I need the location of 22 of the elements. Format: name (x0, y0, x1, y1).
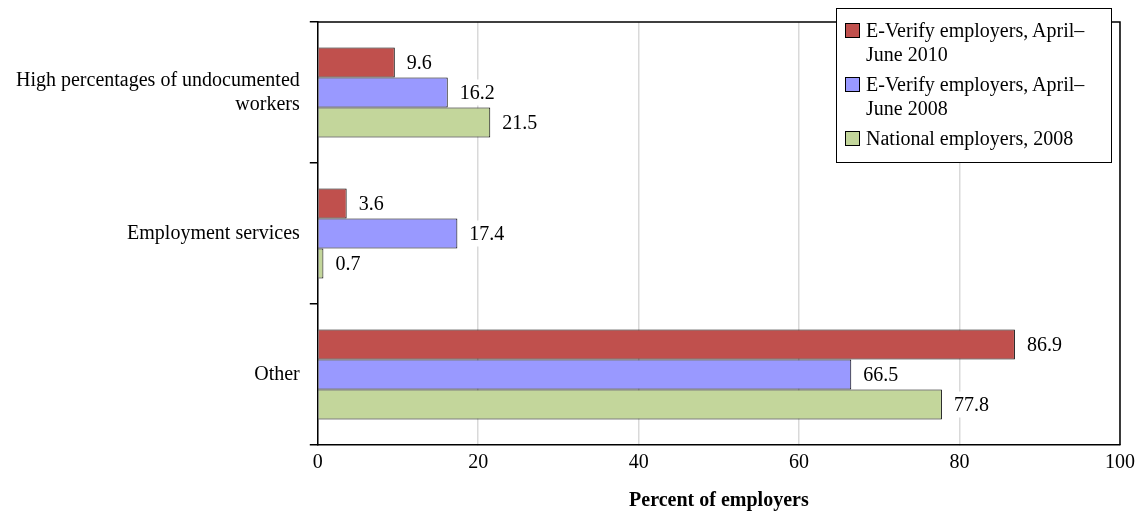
data-label: 16.2 (459, 80, 495, 103)
legend-label: E-Verify employers, April–June 2010 (866, 18, 1086, 66)
data-label: 77.8 (953, 392, 989, 415)
data-label: 66.5 (863, 362, 899, 385)
data-label: 86.9 (1026, 332, 1062, 355)
y-tick-label: Employment services (127, 220, 301, 244)
y-tick-label: High percentages of undocumented workers (15, 67, 300, 114)
x-tick-label: 20 (468, 450, 489, 473)
legend-label: National employers, 2008 (866, 126, 1074, 150)
data-label: 9.6 (406, 50, 432, 73)
data-label: 21.5 (502, 110, 538, 133)
legend-label: E-Verify employers, April–June 2008 (866, 72, 1086, 120)
x-tick-label: 40 (628, 450, 649, 473)
x-axis-title: Percent of employers (629, 488, 809, 512)
data-label: 17.4 (469, 221, 505, 244)
x-tick-label: 100 (1105, 450, 1135, 473)
data-label: 3.6 (358, 191, 384, 214)
x-tick-label: 80 (949, 450, 970, 473)
x-tick-label: 0 (312, 450, 323, 473)
y-tick-label: Other (254, 361, 301, 384)
data-label: 0.7 (335, 251, 361, 274)
x-tick-label: 60 (789, 450, 810, 473)
